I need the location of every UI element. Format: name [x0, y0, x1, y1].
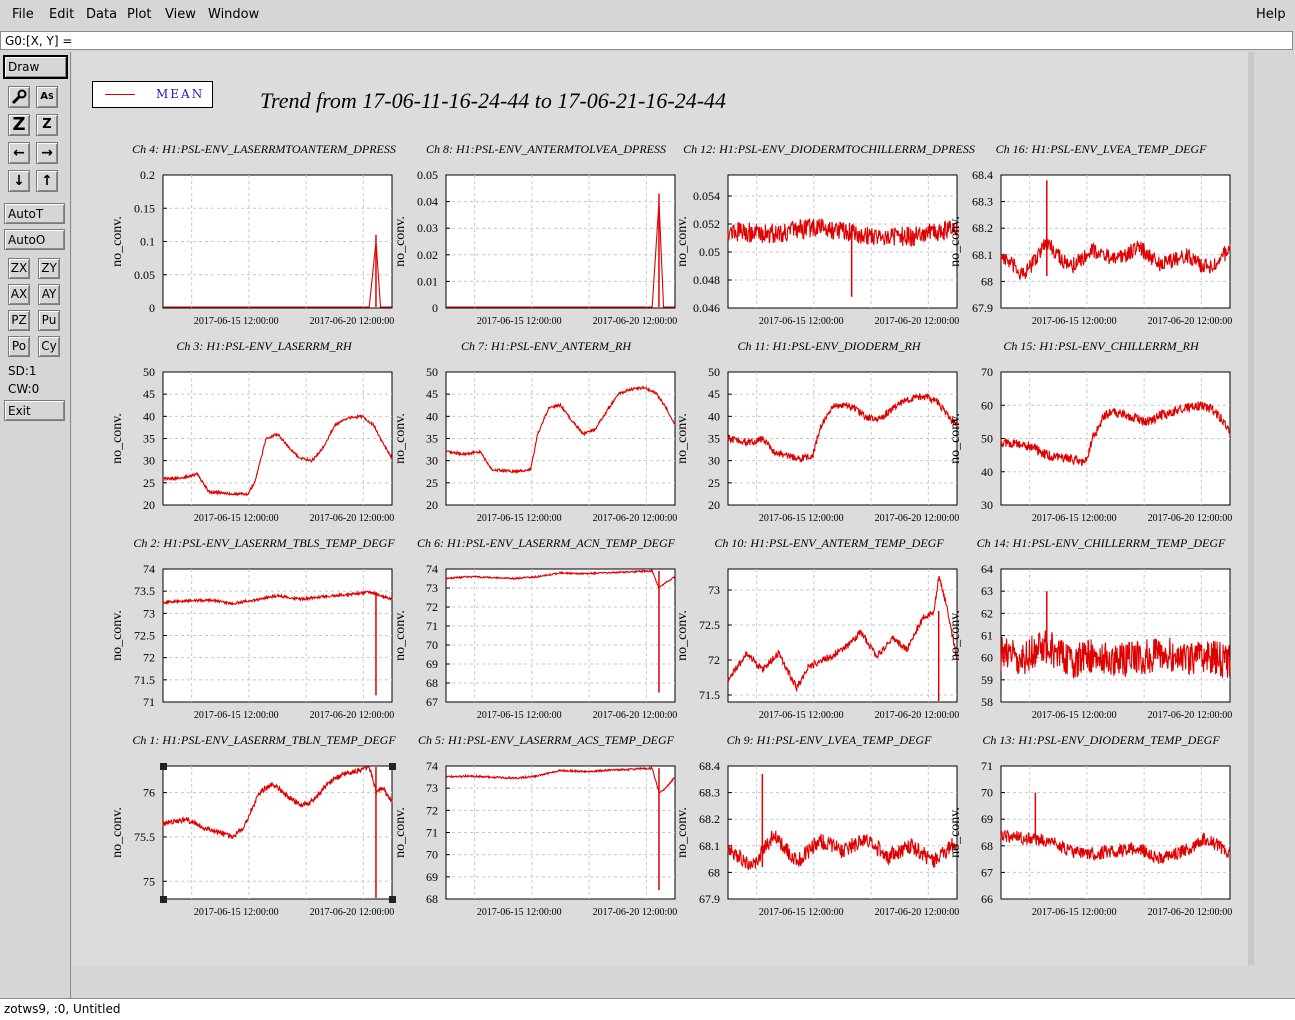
page-title: Trend from 17-06-11-16-24-44 to 17-06-21… — [260, 88, 727, 113]
toolbar: Draw AS Z Z ← → ↓ ↑ AutoT AutoO ZX ZY AX… — [0, 52, 71, 998]
cy-button[interactable]: Cy — [38, 336, 60, 357]
zoom-z-large-icon[interactable]: Z — [8, 114, 30, 136]
autot-button[interactable]: AutoT — [4, 203, 65, 224]
menu-file[interactable]: File — [12, 7, 34, 22]
zx-button[interactable]: ZX — [8, 258, 30, 279]
legend-line — [105, 94, 135, 95]
menu-view[interactable]: View — [165, 7, 196, 22]
ay-button[interactable]: AY — [38, 284, 60, 305]
pu-button[interactable]: Pu — [38, 310, 60, 331]
vertical-scrollbar[interactable] — [1248, 52, 1254, 965]
menu-edit[interactable]: Edit — [49, 7, 75, 22]
arrow-left-icon[interactable]: ← — [8, 142, 30, 164]
exit-button[interactable]: Exit — [4, 400, 65, 421]
menu-plot[interactable]: Plot — [127, 7, 152, 22]
legend: MEAN — [92, 81, 213, 108]
menu-help[interactable]: Help — [1256, 7, 1286, 22]
zoom-z-small-icon[interactable]: Z — [36, 114, 58, 136]
autoo-button[interactable]: AutoO — [4, 229, 65, 250]
menu-window[interactable]: Window — [208, 7, 260, 22]
menu-bar: File Edit Data Plot View Window Help — [0, 0, 1295, 30]
text-size-icon[interactable]: AS — [36, 86, 58, 108]
po-button[interactable]: Po — [8, 336, 30, 357]
cw-label: CW:0 — [8, 382, 40, 396]
zy-button[interactable]: ZY — [38, 258, 60, 279]
arrow-up-icon[interactable]: ↑ — [36, 170, 58, 192]
sd-label: SD:1 — [8, 364, 37, 378]
legend-label: MEAN — [156, 87, 205, 101]
status-bar: zotws9, :0, Untitled — [0, 998, 1295, 1020]
arrow-right-icon[interactable]: → — [36, 142, 58, 164]
wrench-icon[interactable] — [8, 86, 30, 108]
plot-canvas[interactable] — [72, 52, 1248, 965]
ax-button[interactable]: AX — [8, 284, 30, 305]
arrow-down-icon[interactable]: ↓ — [8, 170, 30, 192]
draw-button[interactable]: Draw — [3, 55, 68, 79]
menu-data[interactable]: Data — [86, 7, 118, 22]
coordinate-readout: G0:[X, Y] = — [0, 31, 1293, 50]
pz-button[interactable]: PZ — [8, 310, 30, 331]
